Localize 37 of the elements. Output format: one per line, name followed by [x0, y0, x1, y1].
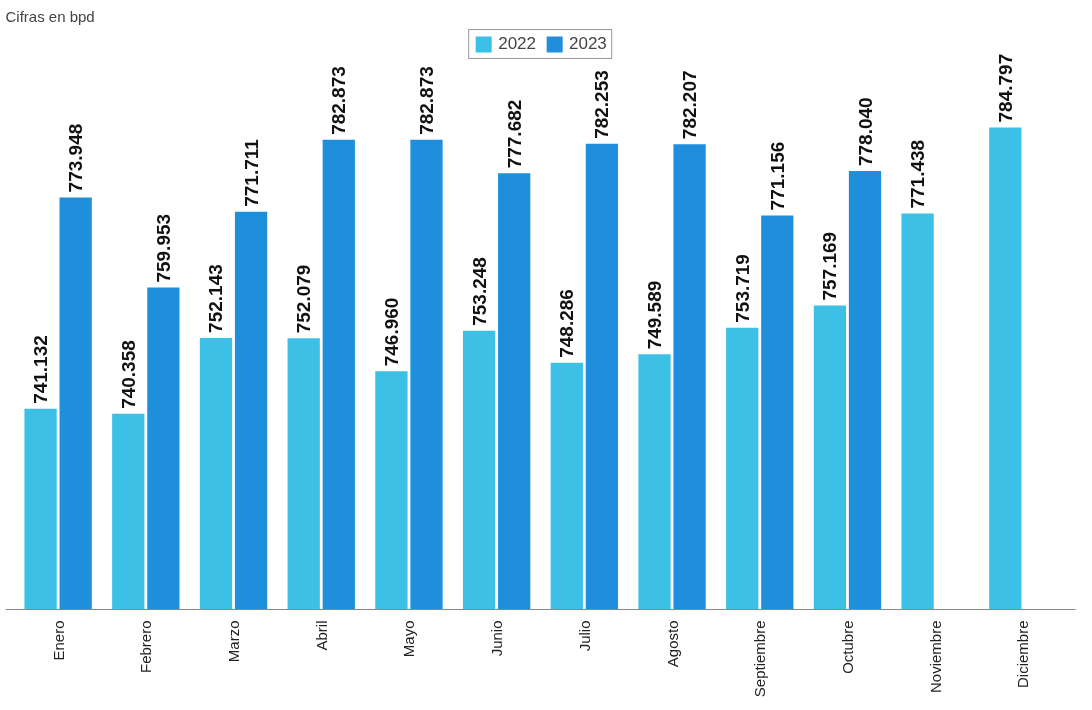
data-label: 771.438 [907, 139, 929, 209]
data-label: 746.960 [380, 297, 402, 367]
data-label: 777.682 [503, 99, 525, 169]
data-label: 778.040 [854, 97, 876, 167]
x-tick-label: Enero [49, 620, 67, 661]
x-tick-label: Noviembre [926, 620, 944, 694]
data-label: 753.248 [468, 257, 490, 326]
x-tick-label: Mayo [400, 620, 418, 658]
x-tick-label: Julio [575, 620, 593, 652]
x-tick-label: Diciembre [1014, 620, 1032, 689]
data-label: 782.873 [415, 66, 437, 135]
data-label: 782.873 [328, 66, 350, 135]
data-label: 741.132 [30, 335, 52, 404]
legend-label: 2022 [498, 34, 536, 54]
data-label: 748.286 [556, 289, 578, 358]
data-label: 771.156 [766, 141, 788, 211]
data-label: 759.953 [152, 213, 174, 283]
data-label: 782.253 [591, 70, 613, 139]
data-label: 740.358 [117, 340, 139, 409]
data-label: 752.143 [205, 264, 227, 333]
x-tick-label: Abril [312, 620, 330, 651]
x-tick-label: Agosto [663, 620, 681, 668]
x-tick-label: Octubre [838, 620, 856, 674]
x-tick-label: Junio [488, 620, 506, 657]
x-tick-label: Febrero [137, 620, 155, 674]
data-label: 784.797 [994, 53, 1016, 123]
x-tick-label: Marzo [225, 620, 243, 663]
data-label: 753.719 [731, 254, 753, 323]
x-tick-label: Septiembre [751, 620, 769, 698]
data-label: 757.169 [819, 231, 841, 301]
text: Cifras en bpd [5, 7, 95, 25]
data-label: 782.207 [679, 70, 701, 140]
data-label: 771.711 [240, 138, 262, 207]
data-label: 752.079 [293, 264, 315, 334]
data-label: 749.589 [644, 280, 666, 350]
legend-label: 2023 [569, 34, 607, 54]
data-label: 773.948 [65, 123, 87, 193]
